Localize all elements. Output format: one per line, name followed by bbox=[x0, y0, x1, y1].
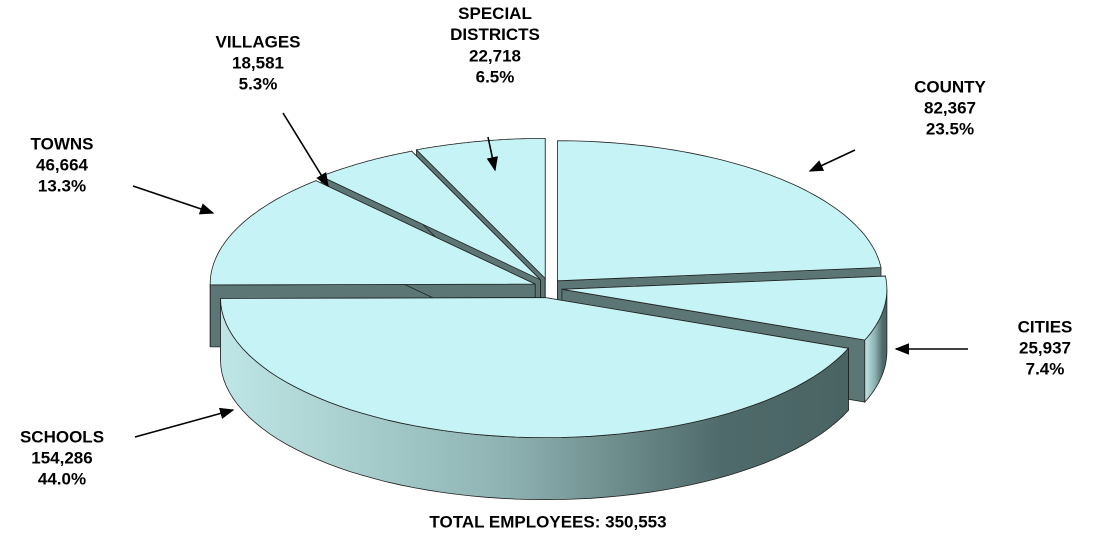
label-arrow bbox=[282, 112, 329, 188]
percent-label: 44.0% bbox=[38, 469, 86, 488]
slice-top bbox=[220, 297, 850, 439]
slice-top bbox=[561, 275, 888, 341]
percent-label: 13.3% bbox=[38, 176, 86, 195]
category-label: CITIES bbox=[1018, 317, 1073, 336]
label-arrow bbox=[808, 149, 856, 172]
chart-title: TOTAL EMPLOYEES: 350,553 bbox=[429, 512, 666, 531]
label-arrow bbox=[486, 136, 498, 172]
percent-label: 7.4% bbox=[1026, 359, 1065, 378]
label-arrow bbox=[132, 185, 215, 215]
category-label: SCHOOLS bbox=[20, 427, 104, 446]
label-arrow bbox=[134, 407, 235, 438]
slice-top bbox=[320, 150, 541, 281]
slice bbox=[220, 297, 850, 501]
value-label: 18,581 bbox=[232, 53, 284, 72]
percent-label: 6.5% bbox=[476, 67, 515, 86]
slice-top bbox=[557, 140, 882, 282]
percent-label: 5.3% bbox=[239, 74, 278, 93]
value-label: 154,286 bbox=[31, 448, 92, 467]
value-label: 82,367 bbox=[924, 98, 976, 117]
category-label: SPECIAL DISTRICTS bbox=[450, 4, 540, 44]
category-label: COUNTY bbox=[914, 77, 986, 96]
category-label: TOWNS bbox=[31, 134, 94, 153]
slice-top bbox=[209, 180, 536, 286]
slice-top bbox=[415, 138, 546, 280]
value-label: 46,664 bbox=[36, 155, 89, 174]
percent-label: 23.5% bbox=[926, 119, 974, 138]
value-label: 22,718 bbox=[469, 46, 521, 65]
category-label: VILLAGES bbox=[215, 32, 300, 51]
value-label: 25,937 bbox=[1019, 338, 1071, 357]
